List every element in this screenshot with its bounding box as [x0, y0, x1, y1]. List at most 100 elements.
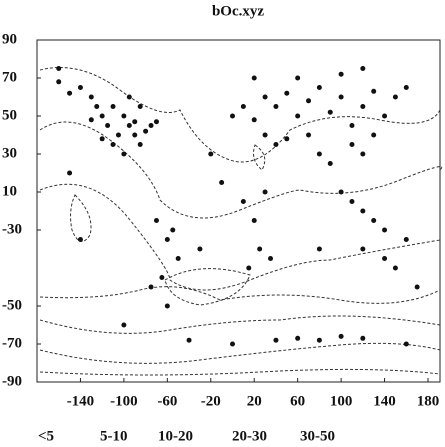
point — [77, 237, 83, 242]
point — [67, 170, 73, 176]
point — [121, 151, 127, 157]
point — [164, 237, 170, 242]
point — [121, 113, 127, 119]
legend-label: <5 — [38, 428, 54, 444]
point — [338, 333, 344, 339]
point — [240, 104, 246, 109]
y-tick-label: 90 — [2, 31, 17, 47]
legend-label: 20-30 — [232, 428, 267, 444]
y-tick-label: -50 — [2, 297, 22, 313]
point — [371, 132, 377, 138]
point — [121, 322, 127, 328]
point — [360, 104, 366, 109]
point — [338, 71, 344, 77]
point — [148, 284, 154, 290]
point — [262, 132, 268, 138]
legend-label: 10-20 — [158, 428, 193, 444]
point — [262, 94, 268, 100]
point — [230, 113, 235, 119]
point — [349, 142, 355, 147]
point — [360, 66, 366, 71]
point — [99, 136, 105, 142]
point — [132, 119, 138, 125]
point — [316, 246, 322, 252]
point — [349, 199, 355, 204]
point — [99, 113, 105, 119]
point — [110, 104, 116, 109]
point — [316, 337, 322, 343]
point — [306, 98, 312, 104]
y-tick-label: 10 — [2, 183, 17, 199]
contours — [39, 67, 443, 376]
point — [273, 104, 279, 109]
point — [159, 275, 165, 280]
point — [360, 151, 366, 157]
point — [360, 246, 366, 252]
point — [268, 256, 274, 261]
plot-frame — [36, 39, 441, 383]
point — [327, 109, 333, 115]
point — [371, 88, 377, 94]
point — [126, 123, 132, 128]
point — [77, 85, 83, 90]
point — [273, 142, 279, 147]
point — [143, 128, 149, 134]
point — [327, 161, 333, 166]
x-tick-label: -60 — [157, 393, 177, 409]
point — [414, 284, 420, 290]
point — [240, 199, 246, 204]
point — [257, 246, 263, 252]
point — [208, 151, 214, 157]
point — [230, 341, 235, 347]
point — [349, 123, 355, 128]
point — [246, 265, 252, 271]
point — [306, 132, 312, 138]
y-tick-label: -30 — [2, 221, 22, 237]
point — [56, 79, 62, 85]
x-tick-label: 60 — [290, 393, 305, 409]
point — [126, 94, 132, 100]
x-tick-label: -20 — [201, 393, 221, 409]
point — [251, 218, 257, 223]
point — [403, 341, 409, 347]
y-tick-label: 70 — [2, 69, 17, 85]
y-tick-label: 30 — [2, 145, 17, 161]
point — [284, 90, 290, 96]
chart-title: bOc.xyz — [212, 3, 264, 19]
point — [360, 335, 366, 341]
point — [316, 151, 322, 157]
point — [186, 337, 192, 343]
point — [295, 113, 301, 119]
point — [148, 123, 154, 128]
point — [164, 303, 170, 309]
point — [175, 256, 181, 261]
point — [110, 142, 116, 147]
legend-label: 30-50 — [300, 428, 335, 444]
point — [295, 75, 301, 81]
point — [382, 227, 388, 233]
point — [56, 66, 62, 71]
point — [273, 337, 279, 343]
point — [197, 246, 203, 252]
point — [94, 104, 100, 109]
point — [153, 218, 159, 223]
point — [360, 208, 366, 214]
point — [392, 94, 398, 100]
point — [382, 256, 388, 261]
point — [88, 117, 94, 123]
point — [392, 265, 398, 271]
y-tick-label: -70 — [2, 335, 22, 351]
point — [403, 237, 409, 242]
point — [170, 227, 176, 233]
point — [67, 90, 73, 96]
point — [153, 119, 159, 125]
x-tick-label: 100 — [330, 393, 353, 409]
x-tick-label: -100 — [110, 393, 138, 409]
x-tick-label: 180 — [417, 393, 440, 409]
point — [251, 75, 257, 81]
point — [371, 218, 377, 223]
y-tick-label: 50 — [2, 107, 17, 123]
point — [403, 85, 409, 90]
point — [316, 85, 322, 90]
